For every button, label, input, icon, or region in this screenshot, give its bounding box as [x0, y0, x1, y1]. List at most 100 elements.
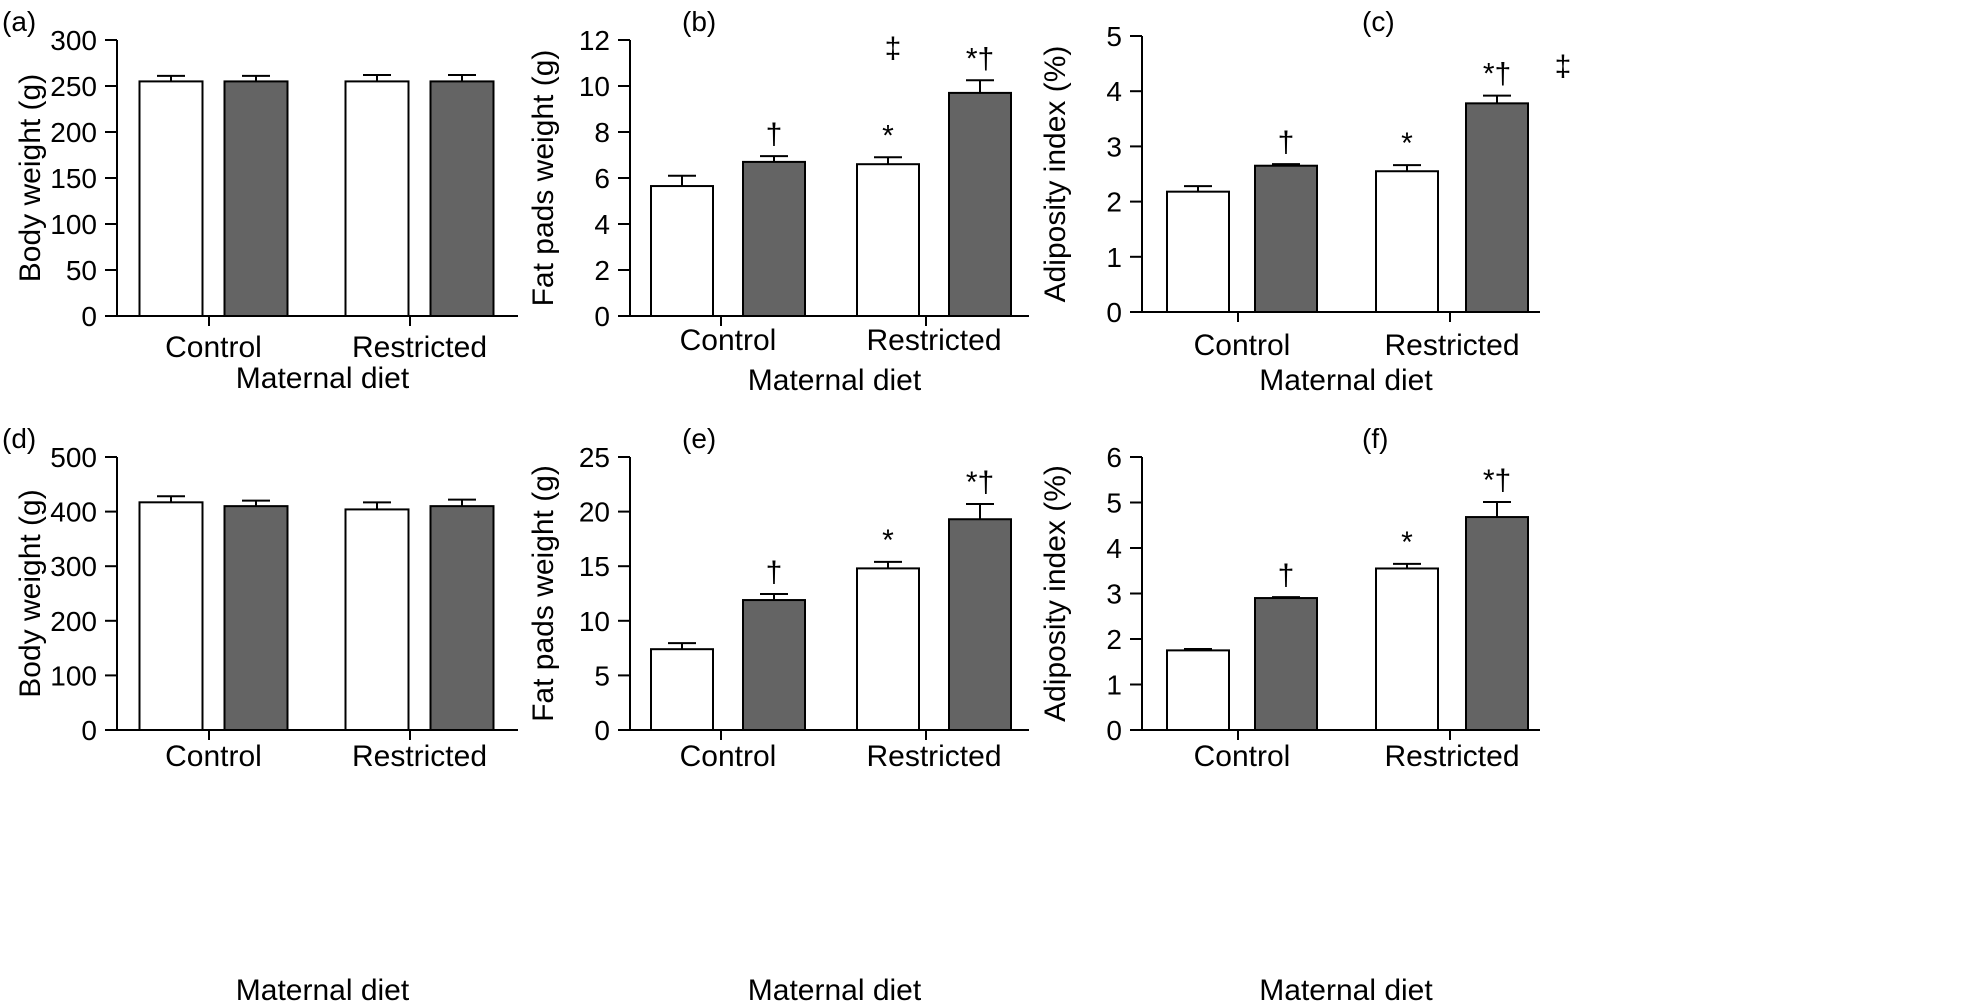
- y-tick-label: 200: [50, 117, 97, 148]
- y-axis-title: Fat pads weight (g): [527, 465, 560, 722]
- x-axis-title: Maternal diet: [1259, 974, 1433, 1007]
- panel-letter: (b): [682, 6, 716, 37]
- panel-letter: (a): [2, 6, 36, 37]
- y-tick-label: 15: [579, 551, 610, 582]
- y-tick-label: 5: [594, 660, 610, 691]
- significance-mark: *: [1401, 127, 1413, 160]
- y-tick-label: 50: [66, 255, 97, 286]
- x-axis-title: Maternal diet: [1259, 364, 1433, 397]
- chart-panel: (c) 0 1 2 3 4 5 † Control * *† Restricted ‡ Maternal …: [1039, 6, 1571, 397]
- chart-panel: (a) 0 50 100 150 200 250 300 Control RestrictedMa…: [2, 6, 518, 395]
- category-label: Restricted: [866, 324, 1001, 357]
- chart-panel: (b) 0 2 4 6 8 10 12 † Control * *† Restricted ‡ Matern…: [527, 6, 1029, 397]
- y-tick-label: 6: [1106, 442, 1122, 473]
- bar-filled: [1254, 597, 1318, 731]
- panel-letter: (e): [682, 423, 716, 454]
- bar-filled: [1465, 516, 1529, 731]
- panel-letter: (c): [1362, 6, 1395, 37]
- bar-filled: [948, 518, 1012, 732]
- bar-filled: [223, 505, 289, 732]
- y-tick-label: 150: [50, 163, 97, 194]
- significance-mark: †: [766, 118, 783, 151]
- y-tick-label: 300: [50, 551, 97, 582]
- bar-filled: [1254, 164, 1318, 313]
- category-label: Restricted: [1384, 329, 1519, 362]
- category-label: Control: [1194, 329, 1291, 362]
- y-tick-label: 0: [1106, 297, 1122, 328]
- y-axis-title: Body weight (g): [14, 74, 47, 282]
- x-axis-title: Maternal diet: [236, 974, 410, 1007]
- y-tick-label: 500: [50, 442, 97, 473]
- y-tick-label: 25: [579, 442, 610, 473]
- y-tick-label: 2: [1106, 624, 1122, 655]
- bar-open: [1166, 190, 1230, 313]
- significance-mark: *†: [1483, 464, 1511, 497]
- chart-panel: (d) 0 100 200 300 400 500 Control Restricted Mate…: [2, 423, 518, 1007]
- y-tick-label: 0: [81, 715, 97, 746]
- y-tick-label: 0: [81, 301, 97, 332]
- y-tick-label: 400: [50, 497, 97, 528]
- y-axis-title: Body weight (g): [14, 489, 47, 697]
- category-label: Control: [1194, 740, 1291, 773]
- y-tick-label: 0: [594, 301, 610, 332]
- category-label: Control: [165, 740, 262, 773]
- bar-filled: [223, 80, 289, 318]
- x-axis-title: Maternal diet: [236, 362, 410, 395]
- bar-filled: [429, 80, 495, 318]
- x-axis-title: Maternal diet: [748, 974, 922, 1007]
- bar-open: [344, 508, 410, 731]
- y-tick-label: 0: [1106, 715, 1122, 746]
- bar-filled: [742, 599, 806, 731]
- header-significance-mark: ‡: [1555, 50, 1572, 83]
- y-axis-title: Adiposity index (%): [1039, 465, 1072, 722]
- y-tick-label: 12: [579, 25, 610, 56]
- bar-open: [138, 501, 204, 731]
- significance-mark: *†: [1483, 58, 1511, 91]
- y-tick-label: 4: [1106, 76, 1122, 107]
- significance-mark: *†: [966, 466, 994, 499]
- significance-mark: †: [1278, 559, 1295, 592]
- significance-mark: *: [882, 119, 894, 152]
- category-label: Restricted: [352, 331, 487, 364]
- category-label: Control: [680, 324, 777, 357]
- y-tick-label: 200: [50, 606, 97, 637]
- bar-open: [138, 80, 204, 318]
- bar-open: [650, 185, 714, 317]
- bar-open: [856, 163, 920, 317]
- bar-open: [856, 567, 920, 731]
- header-significance-mark: ‡: [885, 32, 902, 65]
- category-label: Control: [165, 331, 262, 364]
- y-axis-title: Fat pads weight (g): [527, 50, 560, 307]
- y-tick-label: 250: [50, 71, 97, 102]
- bar-filled: [742, 160, 806, 317]
- y-tick-label: 10: [579, 606, 610, 637]
- bar-open: [650, 648, 714, 732]
- y-tick-label: 0: [594, 715, 610, 746]
- significance-mark: *: [882, 524, 894, 557]
- y-tick-label: 100: [50, 660, 97, 691]
- y-tick-label: 6: [594, 163, 610, 194]
- bar-filled: [948, 91, 1012, 318]
- y-tick-label: 1: [1106, 242, 1122, 273]
- chart-panel: (e) 0 5 10 15 20 25 † Control * *† Restricted Matern…: [527, 423, 1029, 1007]
- panel-letter: (f): [1362, 423, 1388, 454]
- chart-panel: (f) 0 1 2 3 4 5 6 † Control * *† Restricted Maternal …: [1039, 423, 1540, 1007]
- bar-open: [1375, 170, 1439, 313]
- panel-letter: (d): [2, 423, 36, 454]
- category-label: Restricted: [866, 740, 1001, 773]
- y-tick-label: 20: [579, 497, 610, 528]
- bar-open: [344, 80, 410, 318]
- y-tick-label: 10: [579, 71, 610, 102]
- y-tick-label: 4: [594, 209, 610, 240]
- y-tick-label: 3: [1106, 579, 1122, 610]
- bar-filled: [1465, 102, 1529, 314]
- y-axis-title: Adiposity index (%): [1039, 46, 1072, 303]
- significance-mark: *: [1401, 526, 1413, 559]
- y-tick-label: 2: [1106, 187, 1122, 218]
- bar-open: [1375, 567, 1439, 731]
- category-label: Control: [680, 740, 777, 773]
- significance-mark: *†: [966, 42, 994, 75]
- bar-filled: [429, 505, 495, 732]
